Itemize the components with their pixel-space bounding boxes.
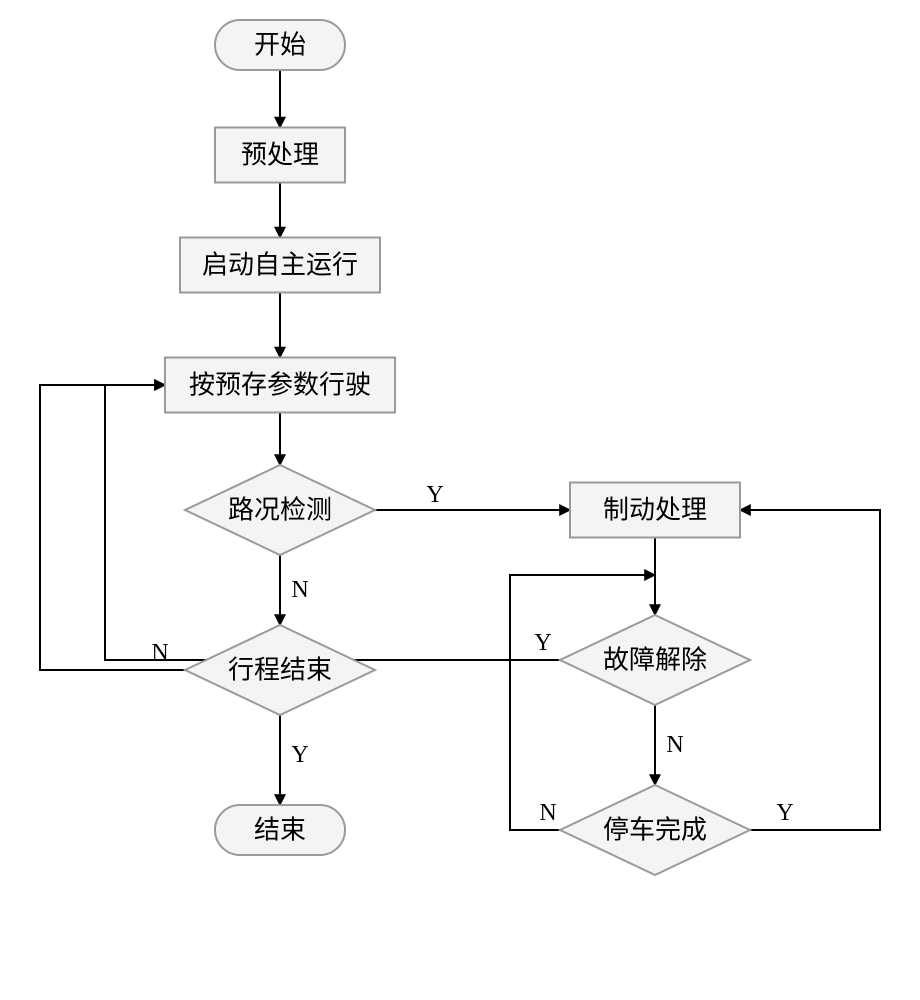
node-preproc: 预处理 xyxy=(215,128,345,183)
flowchart-canvas: Y N Y N Y N N Y 开始预处理启动自主运行按预存参数行驶路况检测 制动处理行程结束 故障… xyxy=(0,0,920,1000)
node-label-fault: 故障解除 xyxy=(603,646,707,675)
edge-park-brake xyxy=(740,510,880,830)
node-drive: 按预存参数行驶 xyxy=(165,358,395,413)
node-label-brake: 制动处理 xyxy=(603,496,707,525)
node-label-drive: 按预存参数行驶 xyxy=(189,371,371,400)
node-label-preproc: 预处理 xyxy=(241,141,319,170)
node-label-end: 结束 xyxy=(254,816,306,845)
node-label-launch: 启动自主运行 xyxy=(202,251,358,280)
node-launch: 启动自主运行 xyxy=(180,238,380,293)
node-road: 路况检测 xyxy=(185,465,375,555)
edge-label-tripend-drive: N xyxy=(151,640,168,666)
edge-tripend-drive xyxy=(40,385,185,670)
edge-label-road-brake: Y xyxy=(426,482,443,508)
edge-park-fault xyxy=(510,575,655,830)
edge-label-fault-park: N xyxy=(666,732,683,758)
node-tripend: 行程结束 xyxy=(185,625,375,715)
node-fault: 故障解除 xyxy=(560,615,750,705)
edge-label-park-brake: Y xyxy=(776,800,793,826)
node-label-park: 停车完成 xyxy=(603,816,707,845)
node-end: 结束 xyxy=(215,805,345,855)
node-brake: 制动处理 xyxy=(570,483,740,538)
edge-label-fault-drive: Y xyxy=(534,630,551,656)
edge-label-tripend-end: Y xyxy=(291,742,308,768)
node-label-start: 开始 xyxy=(254,31,306,60)
node-park: 停车完成 xyxy=(560,785,750,875)
edge-label-road-tripend: N xyxy=(291,577,308,603)
node-label-tripend: 行程结束 xyxy=(228,656,332,685)
edge-label-park-fault: N xyxy=(539,800,556,826)
node-label-road: 路况检测 xyxy=(228,496,332,525)
node-start: 开始 xyxy=(215,20,345,70)
